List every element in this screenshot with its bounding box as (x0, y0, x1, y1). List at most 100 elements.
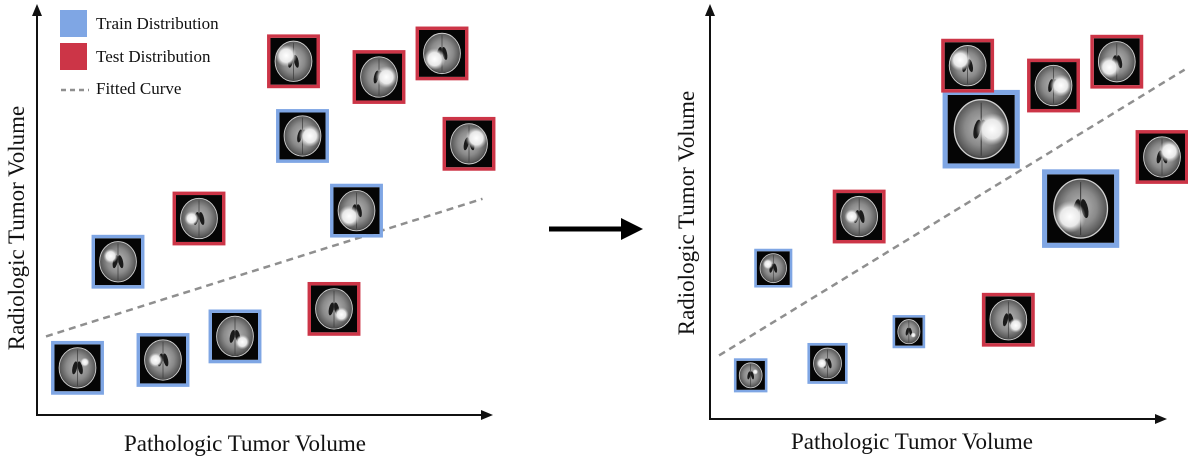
legend: Train Distribution Test Distribution Fit… (60, 10, 219, 98)
test-scan-point (352, 50, 406, 104)
train-scan-frame (276, 109, 329, 163)
brain-ventricle (118, 255, 124, 269)
test-scan-frame (941, 38, 995, 93)
right-x-axis-label: Pathologic Tumor Volume (791, 429, 1033, 454)
right-points (733, 34, 1188, 393)
train-scan-frame (208, 309, 262, 364)
test-scan-point (267, 34, 320, 89)
brain-ventricle (827, 358, 832, 369)
brain-ventricle (163, 353, 169, 367)
right-panel: Pathologic Tumor Volume Radiologic Tumor… (674, 4, 1188, 454)
tumor-region (844, 209, 860, 224)
test-scan-frame (1027, 58, 1080, 113)
train-scan-frame (136, 333, 190, 387)
legend-train-swatch (60, 10, 87, 37)
left-points (51, 26, 496, 395)
brain-ventricle (773, 263, 778, 273)
transition-arrow-head (621, 218, 643, 240)
brain-ventricle (229, 329, 235, 343)
test-scan-point (981, 292, 1035, 347)
left-panel: Pathologic Tumor Volume Radiologic Tumor… (4, 4, 496, 456)
right-y-axis-arrow (705, 4, 715, 16)
test-scan-point (307, 281, 361, 336)
tumor-region (184, 211, 199, 226)
test-scan-frame (981, 292, 1035, 347)
train-scan-frame (892, 315, 926, 349)
tumor-region (275, 44, 298, 67)
tumor-region (1008, 318, 1024, 333)
train-scan-point (733, 358, 768, 393)
left-axes (32, 4, 493, 420)
tumor-region (1053, 200, 1087, 233)
train-scan-frame (330, 183, 383, 238)
test-scan-point (1027, 58, 1080, 113)
test-scan-frame (172, 191, 226, 246)
tumor-region (1049, 74, 1072, 97)
tumor-region (762, 258, 774, 270)
train-scan-point (91, 234, 145, 289)
train-scan-point (807, 342, 848, 384)
legend-test-label: Test Distribution (96, 47, 211, 66)
tumor-region (465, 127, 488, 150)
train-scan-frame (91, 234, 145, 289)
left-x-axis-arrow (481, 410, 493, 420)
test-scan-frame (442, 116, 496, 171)
tumor-region (334, 307, 349, 322)
tumor-region (1158, 140, 1181, 163)
tumor-region (975, 113, 1009, 146)
train-scan-point (892, 315, 926, 349)
right-axes (705, 4, 1167, 424)
test-scan-point (415, 26, 469, 81)
tumor-region (148, 352, 163, 368)
tumor-region (423, 48, 446, 71)
test-scan-frame (267, 34, 320, 89)
brain-ventricle (1002, 313, 1009, 327)
test-scan-point (442, 116, 496, 171)
test-scan-point (832, 189, 886, 244)
tumor-region (1098, 56, 1121, 79)
test-scan-frame (1135, 130, 1188, 184)
train-scan-point (276, 109, 329, 163)
tumor-region (80, 357, 90, 367)
tumor-region (910, 332, 917, 338)
brain-ventricle (328, 302, 334, 316)
left-y-axis-label: Radiologic Tumor Volume (4, 106, 29, 351)
brain-ventricle (859, 210, 865, 223)
test-scan-frame (832, 189, 886, 244)
tumor-region (816, 357, 828, 370)
left-y-axis-arrow (32, 4, 42, 16)
legend-fitted-label: Fitted Curve (96, 79, 181, 98)
train-scan-frame (807, 342, 848, 384)
train-scan-frame (733, 358, 768, 393)
test-scan-frame (415, 26, 469, 81)
train-scan-frame (754, 248, 793, 288)
train-scan-frame (51, 340, 104, 395)
test-scan-point (172, 191, 226, 246)
test-scan-point (1135, 130, 1188, 184)
left-fitted-curve (45, 197, 483, 338)
train-scan-point (1042, 169, 1120, 248)
left-x-axis-label: Pathologic Tumor Volume (124, 431, 366, 456)
test-scan-point (941, 38, 995, 93)
legend-train-label: Train Distribution (96, 14, 219, 33)
brain-ventricle (905, 327, 909, 336)
tumor-region (298, 124, 321, 148)
test-scan-frame (352, 50, 406, 104)
tumor-region (752, 368, 759, 375)
tumor-region (338, 205, 361, 228)
test-scan-frame (307, 281, 361, 336)
train-scan-point (136, 333, 190, 387)
brain-ventricle (199, 212, 205, 225)
test-scan-frame (1090, 34, 1144, 89)
test-scan-point (1090, 34, 1144, 89)
tumor-region (375, 65, 398, 89)
brain-ventricle (72, 361, 78, 375)
right-y-axis-label: Radiologic Tumor Volume (674, 91, 699, 336)
train-scan-point (330, 183, 383, 238)
right-x-axis-arrow (1155, 414, 1167, 424)
train-scan-point (51, 340, 104, 395)
train-scan-point (942, 89, 1020, 169)
train-scan-point (754, 248, 793, 288)
tumor-region (949, 48, 972, 72)
